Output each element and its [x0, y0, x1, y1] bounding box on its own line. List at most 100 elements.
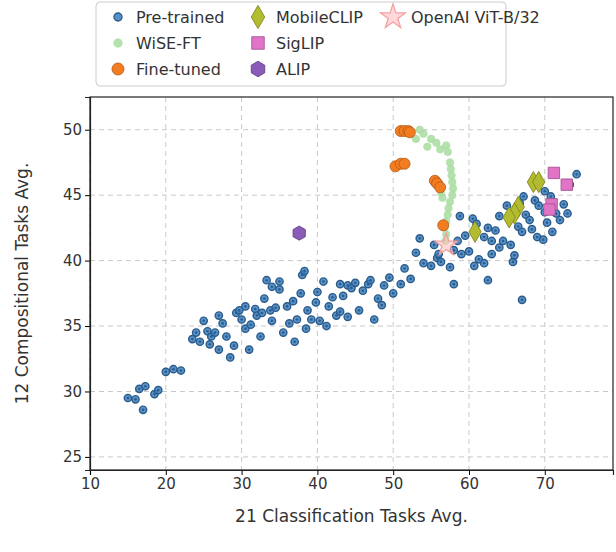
point — [139, 406, 146, 413]
point-center — [525, 213, 528, 216]
grid-line — [241, 97, 242, 470]
legend-label: ALIP — [276, 60, 311, 79]
point-center — [471, 217, 474, 220]
point-center — [369, 279, 372, 282]
point-center — [546, 221, 549, 224]
point — [238, 316, 245, 323]
point-center — [383, 284, 386, 287]
point — [320, 278, 327, 285]
x-axis-title: 21 Classification Tasks Avg. — [235, 506, 468, 526]
point — [211, 329, 218, 336]
tick-label: 40 — [308, 475, 327, 493]
point — [528, 226, 535, 233]
series — [544, 167, 573, 215]
point-center — [339, 310, 342, 313]
grid-line — [468, 97, 469, 470]
point-center — [229, 356, 232, 359]
y-axis-title: 12 Compositional Tasks Avg. — [12, 163, 32, 405]
point — [456, 212, 463, 219]
point-center — [487, 279, 490, 282]
point — [352, 279, 359, 286]
tick: 40 — [308, 470, 327, 493]
point-center — [440, 261, 443, 264]
point-center — [138, 388, 141, 391]
point — [219, 320, 226, 327]
point — [556, 216, 563, 223]
point-center — [316, 291, 319, 294]
point-center — [318, 320, 321, 323]
point-center — [259, 335, 262, 338]
point — [132, 396, 139, 403]
point — [246, 346, 253, 353]
point — [325, 303, 332, 310]
point — [293, 226, 305, 240]
grid-line — [165, 97, 166, 470]
legend-entry: OpenAI ViT-B/32 — [381, 4, 540, 28]
point — [280, 329, 287, 336]
point — [291, 338, 298, 345]
point-center — [559, 219, 562, 222]
point-center — [248, 348, 251, 351]
point-center — [288, 322, 291, 325]
point-center — [164, 371, 167, 374]
grid-line — [544, 97, 545, 470]
point-center — [278, 288, 281, 291]
legend-marker — [251, 61, 264, 76]
point — [177, 367, 184, 374]
point — [258, 309, 265, 316]
point — [336, 308, 343, 315]
point — [200, 317, 207, 324]
point — [480, 260, 487, 267]
point — [286, 320, 293, 327]
point-center — [490, 253, 493, 256]
point-center — [509, 244, 512, 247]
tick: 50 — [384, 470, 403, 493]
point-center — [299, 292, 302, 295]
point — [544, 204, 555, 215]
point — [420, 130, 428, 138]
point-center — [322, 280, 325, 283]
point — [439, 194, 447, 202]
point-center — [296, 318, 299, 321]
chart: 1020304050607025303540455021 Classificat… — [0, 0, 616, 552]
point-center — [238, 309, 241, 312]
point-center — [325, 325, 328, 328]
point-center — [214, 331, 217, 334]
point-center — [433, 244, 436, 247]
tick: 30 — [63, 383, 90, 401]
point-center — [403, 267, 406, 270]
point — [540, 236, 547, 243]
point — [407, 275, 414, 282]
point-center — [490, 240, 493, 243]
point-center — [449, 266, 452, 269]
point-center — [221, 322, 224, 325]
point — [206, 341, 213, 348]
point-center — [293, 340, 296, 343]
point-center — [202, 320, 205, 323]
point — [535, 202, 542, 209]
point — [458, 250, 465, 257]
grid-line — [90, 456, 613, 457]
point-center — [453, 283, 456, 286]
point — [469, 221, 481, 242]
point — [196, 338, 203, 345]
point — [367, 277, 374, 284]
legend-label: MobileCLIP — [276, 8, 363, 27]
legend-label: WiSE-FT — [136, 34, 201, 53]
point — [293, 316, 300, 323]
point — [215, 346, 222, 353]
point-center — [254, 308, 257, 311]
point — [573, 171, 580, 178]
point — [261, 295, 268, 302]
legend-entry: MobileCLIP — [251, 5, 363, 28]
point-center — [315, 301, 318, 304]
grid-line — [90, 129, 613, 130]
point — [272, 304, 279, 311]
point-center — [233, 344, 236, 347]
point-center — [502, 240, 505, 243]
point — [518, 228, 525, 235]
point-center — [381, 304, 384, 307]
point — [533, 171, 545, 192]
point-center — [218, 348, 221, 351]
point — [438, 220, 449, 231]
